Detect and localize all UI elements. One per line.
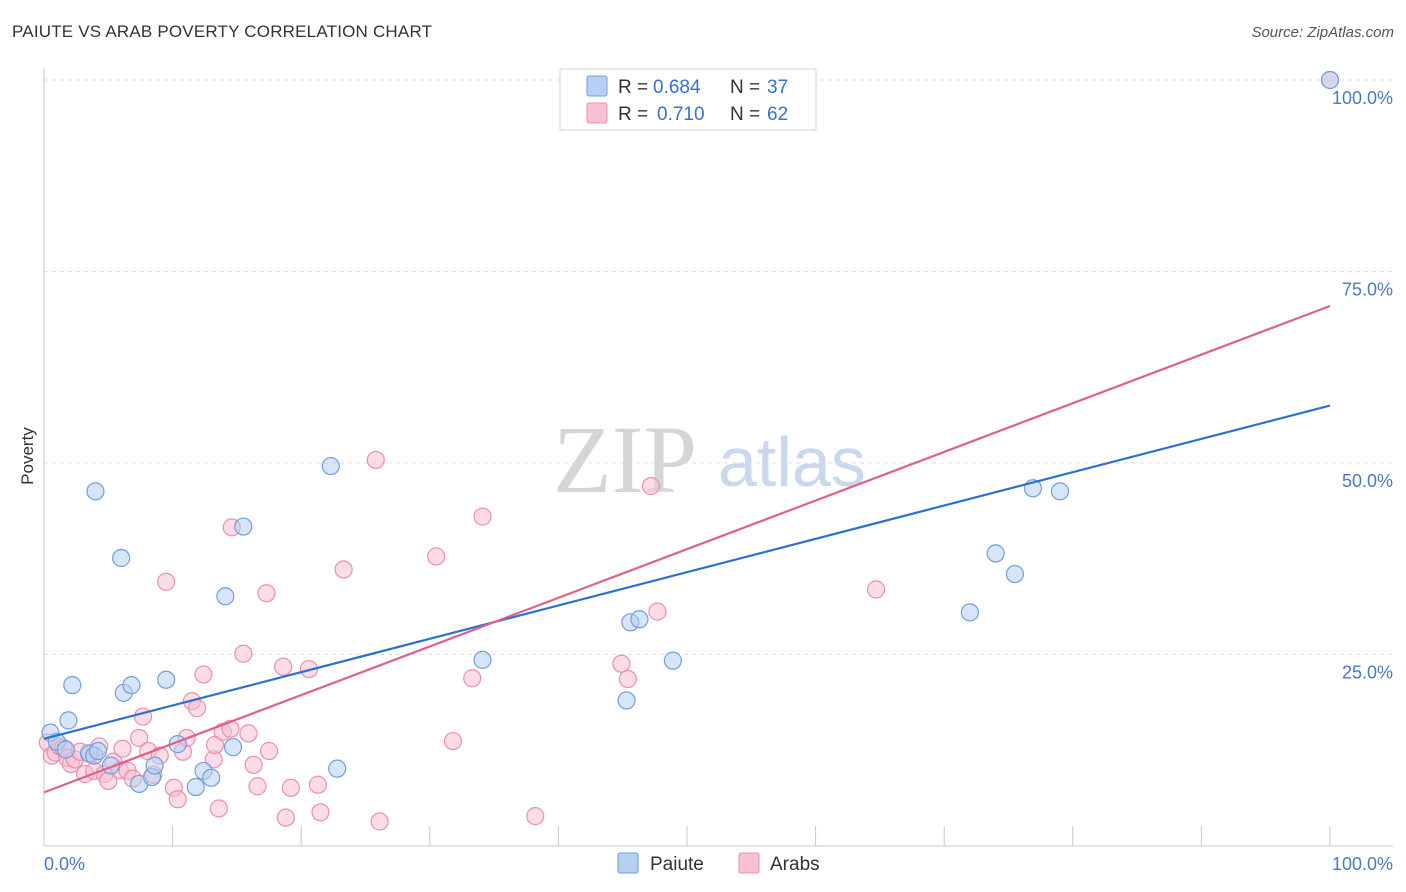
- paiute-point: [663, 651, 682, 670]
- paiute-r-label: R =: [618, 77, 648, 98]
- paiute-point: [216, 587, 235, 606]
- arabs-point: [370, 812, 389, 831]
- arabs-point: [427, 547, 446, 566]
- arabs-point: [194, 665, 213, 684]
- grid: [44, 79, 1393, 655]
- arabs-point: [234, 644, 253, 663]
- paiute-legend-swatch: [586, 75, 608, 97]
- arabs-point: [168, 790, 187, 809]
- y-tick-label: 100.0%: [1332, 88, 1393, 108]
- arabs-point: [274, 657, 293, 676]
- arabs-point: [248, 777, 267, 796]
- axes: [43, 68, 1393, 847]
- paiute-point: [88, 741, 108, 761]
- arabs-point: [473, 507, 492, 526]
- arabs-point: [281, 778, 301, 797]
- arabs-legend-swatch: [586, 102, 608, 124]
- arabs-point: [366, 450, 385, 470]
- arabs-point: [648, 602, 667, 621]
- paiute-point: [112, 548, 131, 568]
- paiute-n-value: 37: [767, 77, 788, 98]
- paiute-r-value: 0.684: [653, 77, 701, 98]
- arabs-point: [276, 808, 295, 827]
- arabs-n-value: 62: [767, 104, 788, 125]
- arabs-r-value: 0.710: [657, 104, 705, 125]
- watermark-zip: ZIP: [553, 406, 697, 513]
- arabs-points: [38, 70, 1340, 831]
- paiute-points: [41, 70, 1340, 797]
- arabs-point: [334, 560, 353, 579]
- paiute-trend-line: [43, 404, 1331, 740]
- chart-source: Source: ZipAtlas.com: [1251, 24, 1394, 41]
- paiute-point: [223, 738, 243, 757]
- arabs-point: [866, 580, 886, 599]
- arabs-point: [113, 739, 132, 758]
- y-axis-label: Poverty: [18, 427, 37, 485]
- y-tick-label: 25.0%: [1342, 663, 1393, 683]
- paiute-point: [157, 670, 176, 689]
- paiute-point: [234, 517, 253, 536]
- arabs-point: [259, 741, 279, 761]
- arabs-point: [239, 724, 258, 743]
- arabs-r-label: R =: [618, 104, 648, 125]
- paiute-point: [1005, 564, 1025, 584]
- arabs-point: [187, 699, 207, 718]
- paiute-point: [321, 456, 340, 476]
- arabs-point: [244, 755, 263, 774]
- paiute-series-label: Paiute: [650, 854, 704, 875]
- arabs-point: [130, 728, 149, 748]
- paiute-point: [630, 610, 649, 629]
- arabs-point: [443, 731, 463, 751]
- paiute-point: [59, 711, 78, 730]
- paiute-point: [145, 756, 164, 775]
- series-legend: Paiute Arabs: [617, 852, 820, 875]
- paiute-point: [617, 691, 636, 710]
- paiute-point: [56, 740, 75, 759]
- arabs-point: [463, 669, 482, 688]
- paiute-point: [986, 544, 1005, 563]
- arabs-trend-line: [43, 304, 1331, 794]
- y-tick-labels: 25.0% 50.0% 75.0% 100.0%: [1332, 88, 1393, 683]
- paiute-point: [86, 482, 105, 501]
- arabs-point: [618, 669, 637, 689]
- arabs-n-label: N =: [730, 104, 760, 125]
- paiute-point: [473, 650, 492, 669]
- paiute-point: [1050, 482, 1070, 501]
- arabs-series-swatch: [738, 852, 760, 874]
- paiute-point: [122, 676, 141, 695]
- paiute-point: [960, 603, 980, 622]
- arabs-point: [641, 476, 661, 496]
- paiute-point: [328, 759, 347, 778]
- x-tick-label-right: 100.0%: [1332, 854, 1393, 874]
- arabs-point: [308, 775, 328, 794]
- arabs-series-label: Arabs: [770, 854, 820, 875]
- y-tick-label: 75.0%: [1342, 280, 1393, 300]
- arabs-point: [209, 799, 228, 818]
- arabs-point: [311, 803, 330, 822]
- stats-legend: R = 0.684 N = 37 R = 0.710 N = 62: [559, 68, 817, 131]
- chart-title: PAIUTE VS ARAB POVERTY CORRELATION CHART: [12, 22, 433, 41]
- paiute-point: [63, 676, 82, 695]
- paiute-n-label: N =: [730, 77, 760, 98]
- paiute-point: [186, 777, 205, 797]
- watermark-atlas: atlas: [718, 423, 866, 501]
- arabs-point: [612, 654, 631, 673]
- paiute-point: [202, 768, 221, 787]
- arabs-point: [257, 584, 276, 603]
- y-tick-label: 50.0%: [1342, 471, 1393, 491]
- x-tick-label-left: 0.0%: [44, 854, 85, 874]
- paiute-series-swatch: [617, 852, 639, 874]
- paiute-point: [1320, 70, 1340, 90]
- arabs-point: [157, 572, 176, 591]
- arabs-point: [526, 807, 545, 826]
